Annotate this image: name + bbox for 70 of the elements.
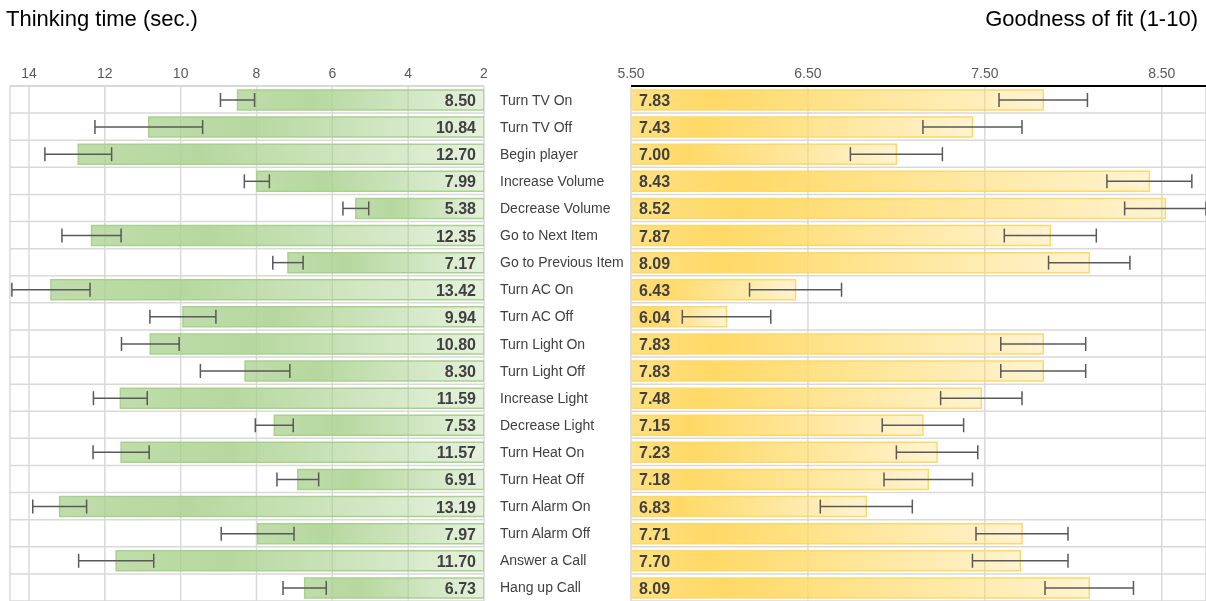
x-tick-label: 10: [172, 65, 189, 81]
data-label: 6.43: [639, 281, 671, 299]
y-tick-label: Hang up Call: [500, 579, 581, 596]
data-label: 13.19: [435, 498, 477, 516]
y-tick-label: Go to Next Item: [500, 227, 599, 244]
data-label: 8.09: [639, 254, 671, 272]
data-label: 7.71: [639, 525, 671, 543]
data-label: 13.42: [435, 281, 477, 299]
data-label: 7.83: [639, 363, 671, 381]
data-label: 8.52: [639, 200, 671, 218]
data-label: 7.53: [444, 417, 477, 435]
data-label: 7.15: [639, 417, 671, 435]
data-label: 7.00: [639, 146, 671, 164]
x-tick-label: 8.50: [1148, 65, 1176, 81]
y-tick-label: Turn Alarm On: [500, 498, 591, 515]
x-tick-label: 7.50: [971, 65, 999, 81]
data-label: 12.70: [435, 146, 477, 164]
data-label: 9.94: [444, 308, 477, 326]
x-tick-label: 12: [97, 65, 113, 81]
data-label: 12.35: [435, 227, 477, 245]
data-label: 11.57: [436, 444, 477, 462]
data-label: 11.59: [436, 390, 477, 408]
data-label: 8.30: [444, 363, 477, 381]
y-tick-label: Decrease Light: [500, 416, 595, 433]
data-label: 7.99: [444, 173, 477, 191]
data-label: 7.97: [444, 525, 477, 543]
data-label: 6.04: [639, 308, 671, 326]
y-tick-label: Turn Heat Off: [500, 471, 585, 488]
data-label: 7.87: [639, 227, 671, 245]
x-tick-label: 6.50: [794, 65, 822, 81]
y-tick-label: Go to Previous Item: [500, 254, 624, 271]
y-tick-label: Turn Alarm Off: [500, 525, 591, 542]
x-tick-label: 14: [21, 65, 37, 81]
y-tick-label: Turn AC On: [500, 281, 574, 298]
x-tick-label: 4: [404, 65, 413, 81]
x-tick-label: 8: [252, 65, 261, 81]
x-tick-label: 5.50: [617, 65, 645, 81]
y-tick-label: Begin player: [500, 145, 579, 162]
y-tick-label: Turn TV On: [500, 91, 573, 108]
y-tick-label: Turn AC Off: [500, 308, 574, 325]
data-label: 6.73: [444, 579, 477, 597]
data-label: 8.50: [444, 92, 477, 109]
data-label: 6.91: [444, 471, 477, 489]
y-tick-label: Increase Volume: [500, 172, 605, 189]
data-label: 6.83: [639, 498, 671, 516]
data-label: 7.70: [639, 552, 671, 570]
data-label: 10.84: [435, 119, 477, 137]
data-label: 8.09: [639, 579, 671, 597]
x-tick-label: 6: [328, 65, 337, 81]
data-label: 5.38: [444, 200, 477, 218]
data-label: 11.70: [436, 552, 477, 570]
data-label: 8.43: [639, 173, 671, 191]
x-axis-title: Thinking time (sec.): [6, 6, 198, 32]
data-label: 7.48: [639, 390, 671, 408]
y-tick-label: Turn TV Off: [500, 118, 573, 135]
y-tick-label: Increase Light: [500, 389, 589, 406]
y-tick-label: Turn Light Off: [500, 362, 585, 379]
y-tick-label: Answer a Call: [500, 552, 587, 569]
data-label: 10.80: [435, 335, 477, 353]
y-tick-label: Turn Light On: [500, 335, 586, 352]
y-tick-label: Turn Heat On: [500, 443, 585, 460]
data-label: 7.43: [639, 119, 671, 137]
data-label: 7.17: [444, 254, 477, 272]
x-axis-title: Goodness of fit (1-10): [985, 6, 1198, 32]
data-label: 7.23: [639, 444, 671, 462]
data-label: 7.83: [639, 335, 671, 353]
x-tick-label: 2: [480, 65, 489, 81]
y-tick-label: Decrease Volume: [500, 199, 611, 216]
data-label: 7.18: [639, 471, 671, 489]
data-label: 7.83: [639, 92, 671, 109]
